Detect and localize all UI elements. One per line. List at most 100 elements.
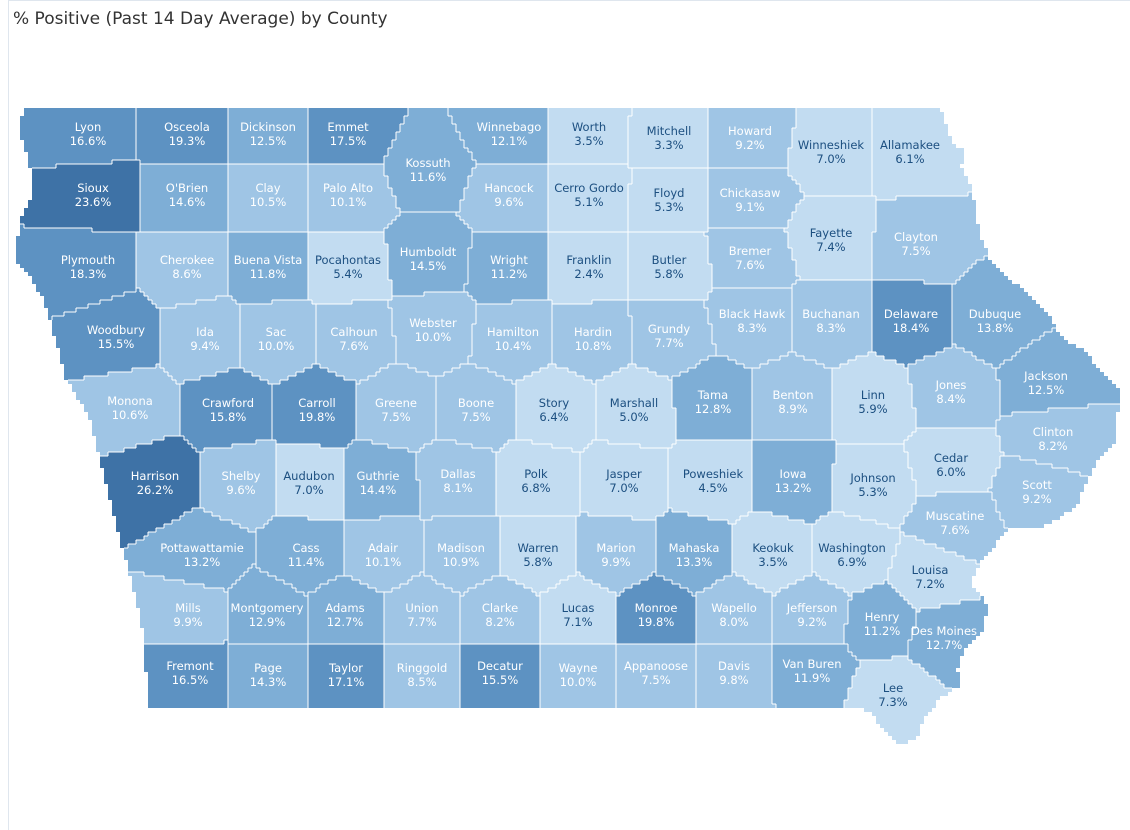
county-name: Story bbox=[539, 396, 570, 410]
